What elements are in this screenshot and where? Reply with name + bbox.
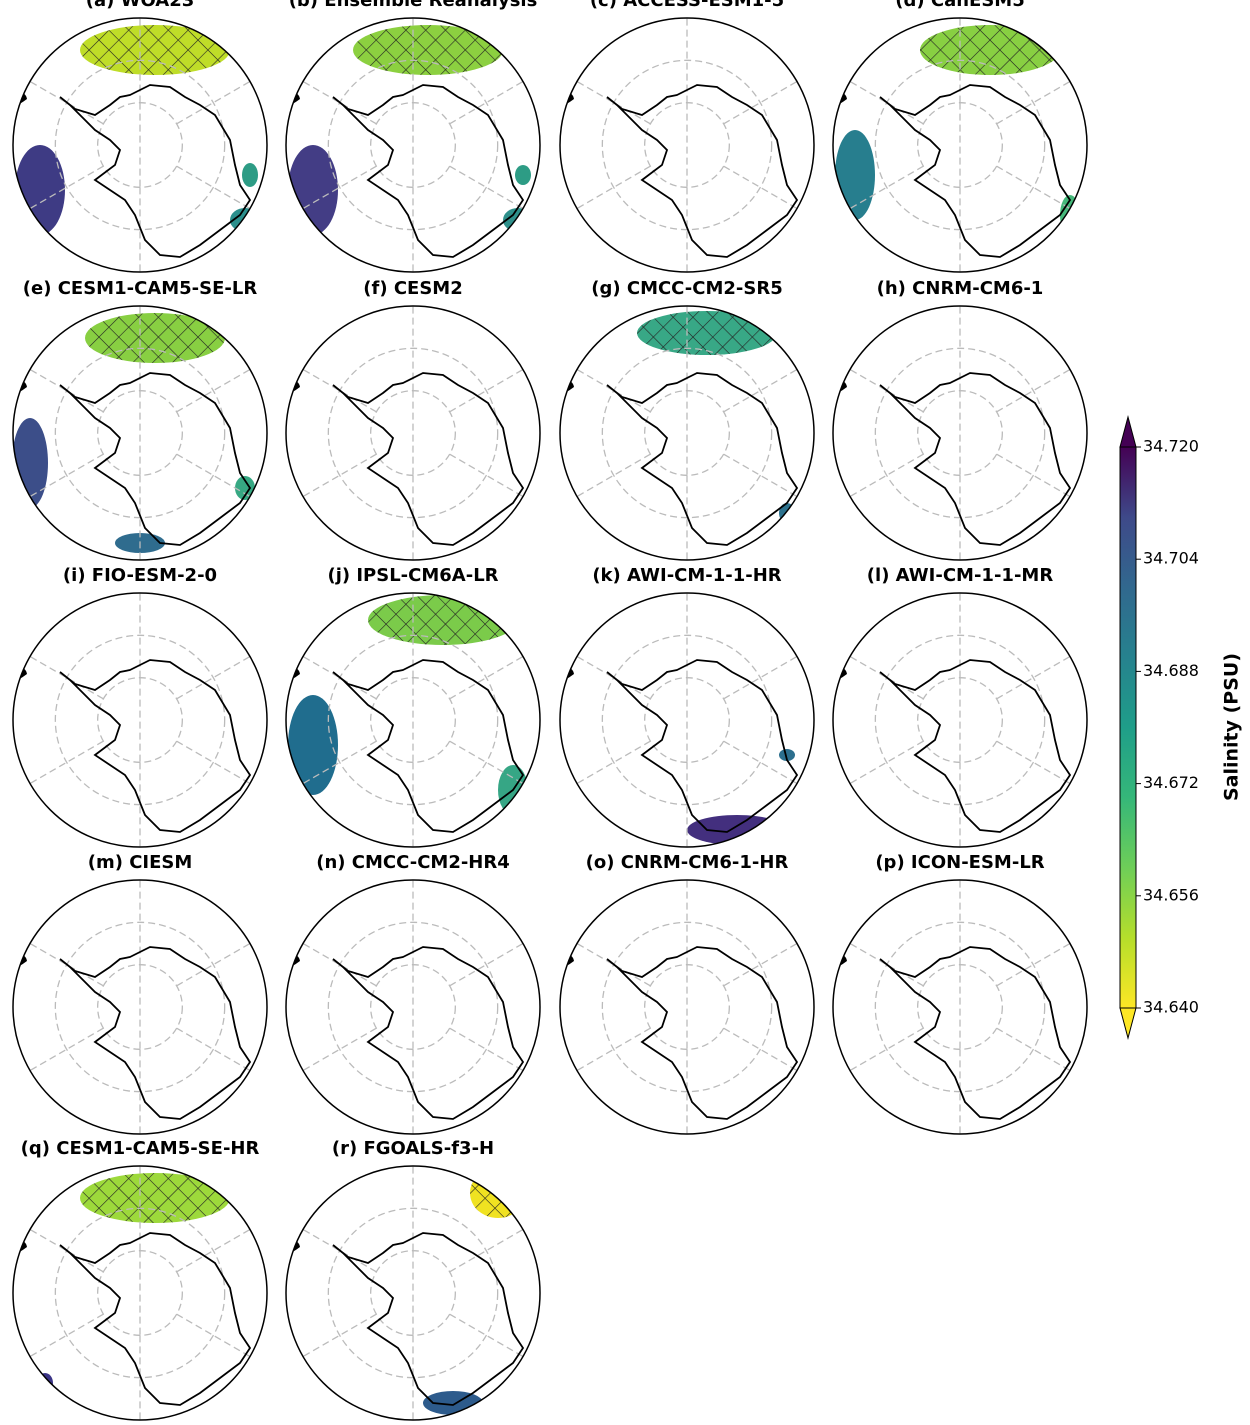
colorbar-extend [1120,1008,1136,1038]
colorbar [1120,447,1136,1008]
map-panel: (j) IPSL-CM6A-LR [286,565,540,847]
map-panel: (b) Ensemble Reanalysis [286,0,540,272]
panel-title: (f) CESM2 [363,278,462,299]
map-panel: (g) CMCC-CM2-SR5 [560,278,814,560]
colorbar-tick-label: 34.640 [1143,998,1199,1017]
map-panel: (f) CESM2 [286,278,540,560]
salinity-patch [515,165,531,185]
panel-title: (m) CIESM [88,852,193,873]
salinity-patch [779,503,795,523]
map-panel: (m) CIESM [13,852,267,1134]
map-panel: (a) WOA23 [13,0,267,272]
significance-hatch [80,1173,230,1223]
map-panel: (d) CanESM5 [833,0,1087,272]
significance-hatch [920,25,1060,75]
map-panel: (r) FGOALS-f3-H [286,1138,540,1420]
significance-hatch [368,595,518,645]
colorbar-tick-label: 34.720 [1143,437,1199,456]
salinity-patch [835,130,875,220]
coastline [880,947,1070,1119]
panel-title: (k) AWI-CM-1-1-HR [592,565,781,586]
coastline [880,373,1070,545]
map-panel: (n) CMCC-CM2-HR4 [286,852,540,1134]
coastline [607,947,797,1119]
salinity-patch [288,145,338,235]
panel-title: (o) CNRM-CM6-1-HR [586,852,789,873]
coastline [333,373,523,545]
panel-title: (a) WOA23 [86,0,195,11]
panel-title: (n) CMCC-CM2-HR4 [316,852,510,873]
map-panel: (o) CNRM-CM6-1-HR [560,852,814,1134]
map-panel: (c) ACCESS-ESM1-5 [560,0,814,272]
panel-title: (g) CMCC-CM2-SR5 [591,278,783,299]
map-panel: (k) AWI-CM-1-1-HR [560,565,814,847]
coastline [60,373,250,545]
significance-hatch [80,25,230,75]
salinity-patch [15,145,65,235]
coastline [607,660,797,832]
panel-title: (r) FGOALS-f3-H [332,1138,494,1159]
map-panel: (h) CNRM-CM6-1 [833,278,1087,560]
panel-title: (j) IPSL-CM6A-LR [327,565,498,586]
coastline [333,660,523,832]
coastline [333,947,523,1119]
colorbar-tick-label: 34.704 [1143,549,1199,568]
coastline [60,1233,250,1405]
coastline [60,660,250,832]
panel-title: (c) ACCESS-ESM1-5 [590,0,784,11]
map-panel: (p) ICON-ESM-LR [833,852,1087,1134]
significance-hatch [470,1168,526,1218]
colorbar-tick-label: 34.672 [1143,773,1199,792]
map-panel: (i) FIO-ESM-2-0 [13,565,267,847]
panel-title: (d) CanESM5 [895,0,1024,11]
coastline [607,373,797,545]
salinity-patch [288,695,338,795]
figure: (a) WOA23 (b) Ensemble Reanalysis (c) ACCE… [0,0,1250,1421]
panel-title: (q) CESM1-CAM5-SE-HR [21,1138,260,1159]
coastline [607,85,797,257]
salinity-patch [12,418,48,508]
map-panel: (l) AWI-CM-1-1-MR [833,565,1087,847]
coastline [60,85,250,257]
colorbar-label: Salinity (PSU) [1221,653,1243,801]
significance-hatch [637,311,777,355]
colorbar-tick-label: 34.656 [1143,885,1199,904]
coastline [880,660,1070,832]
panel-title: (e) CESM1-CAM5-SE-LR [23,278,258,299]
panel-title: (l) AWI-CM-1-1-MR [867,565,1054,586]
panel-title: (b) Ensemble Reanalysis [289,0,538,11]
panel-title: (i) FIO-ESM-2-0 [63,565,217,586]
coastline [60,947,250,1119]
salinity-patch [242,163,258,187]
colorbar-tick-label: 34.688 [1143,661,1199,680]
panel-title: (p) ICON-ESM-LR [875,852,1044,873]
coastline [880,85,1070,257]
coastline [333,1233,523,1405]
map-panel: (e) CESM1-CAM5-SE-LR [12,278,267,560]
coastline [333,85,523,257]
colorbar-extend [1120,417,1136,447]
salinity-patch [687,815,787,845]
panel-title: (h) CNRM-CM6-1 [877,278,1044,299]
map-panel: (q) CESM1-CAM5-SE-HR [13,1138,267,1420]
significance-hatch [353,25,503,75]
